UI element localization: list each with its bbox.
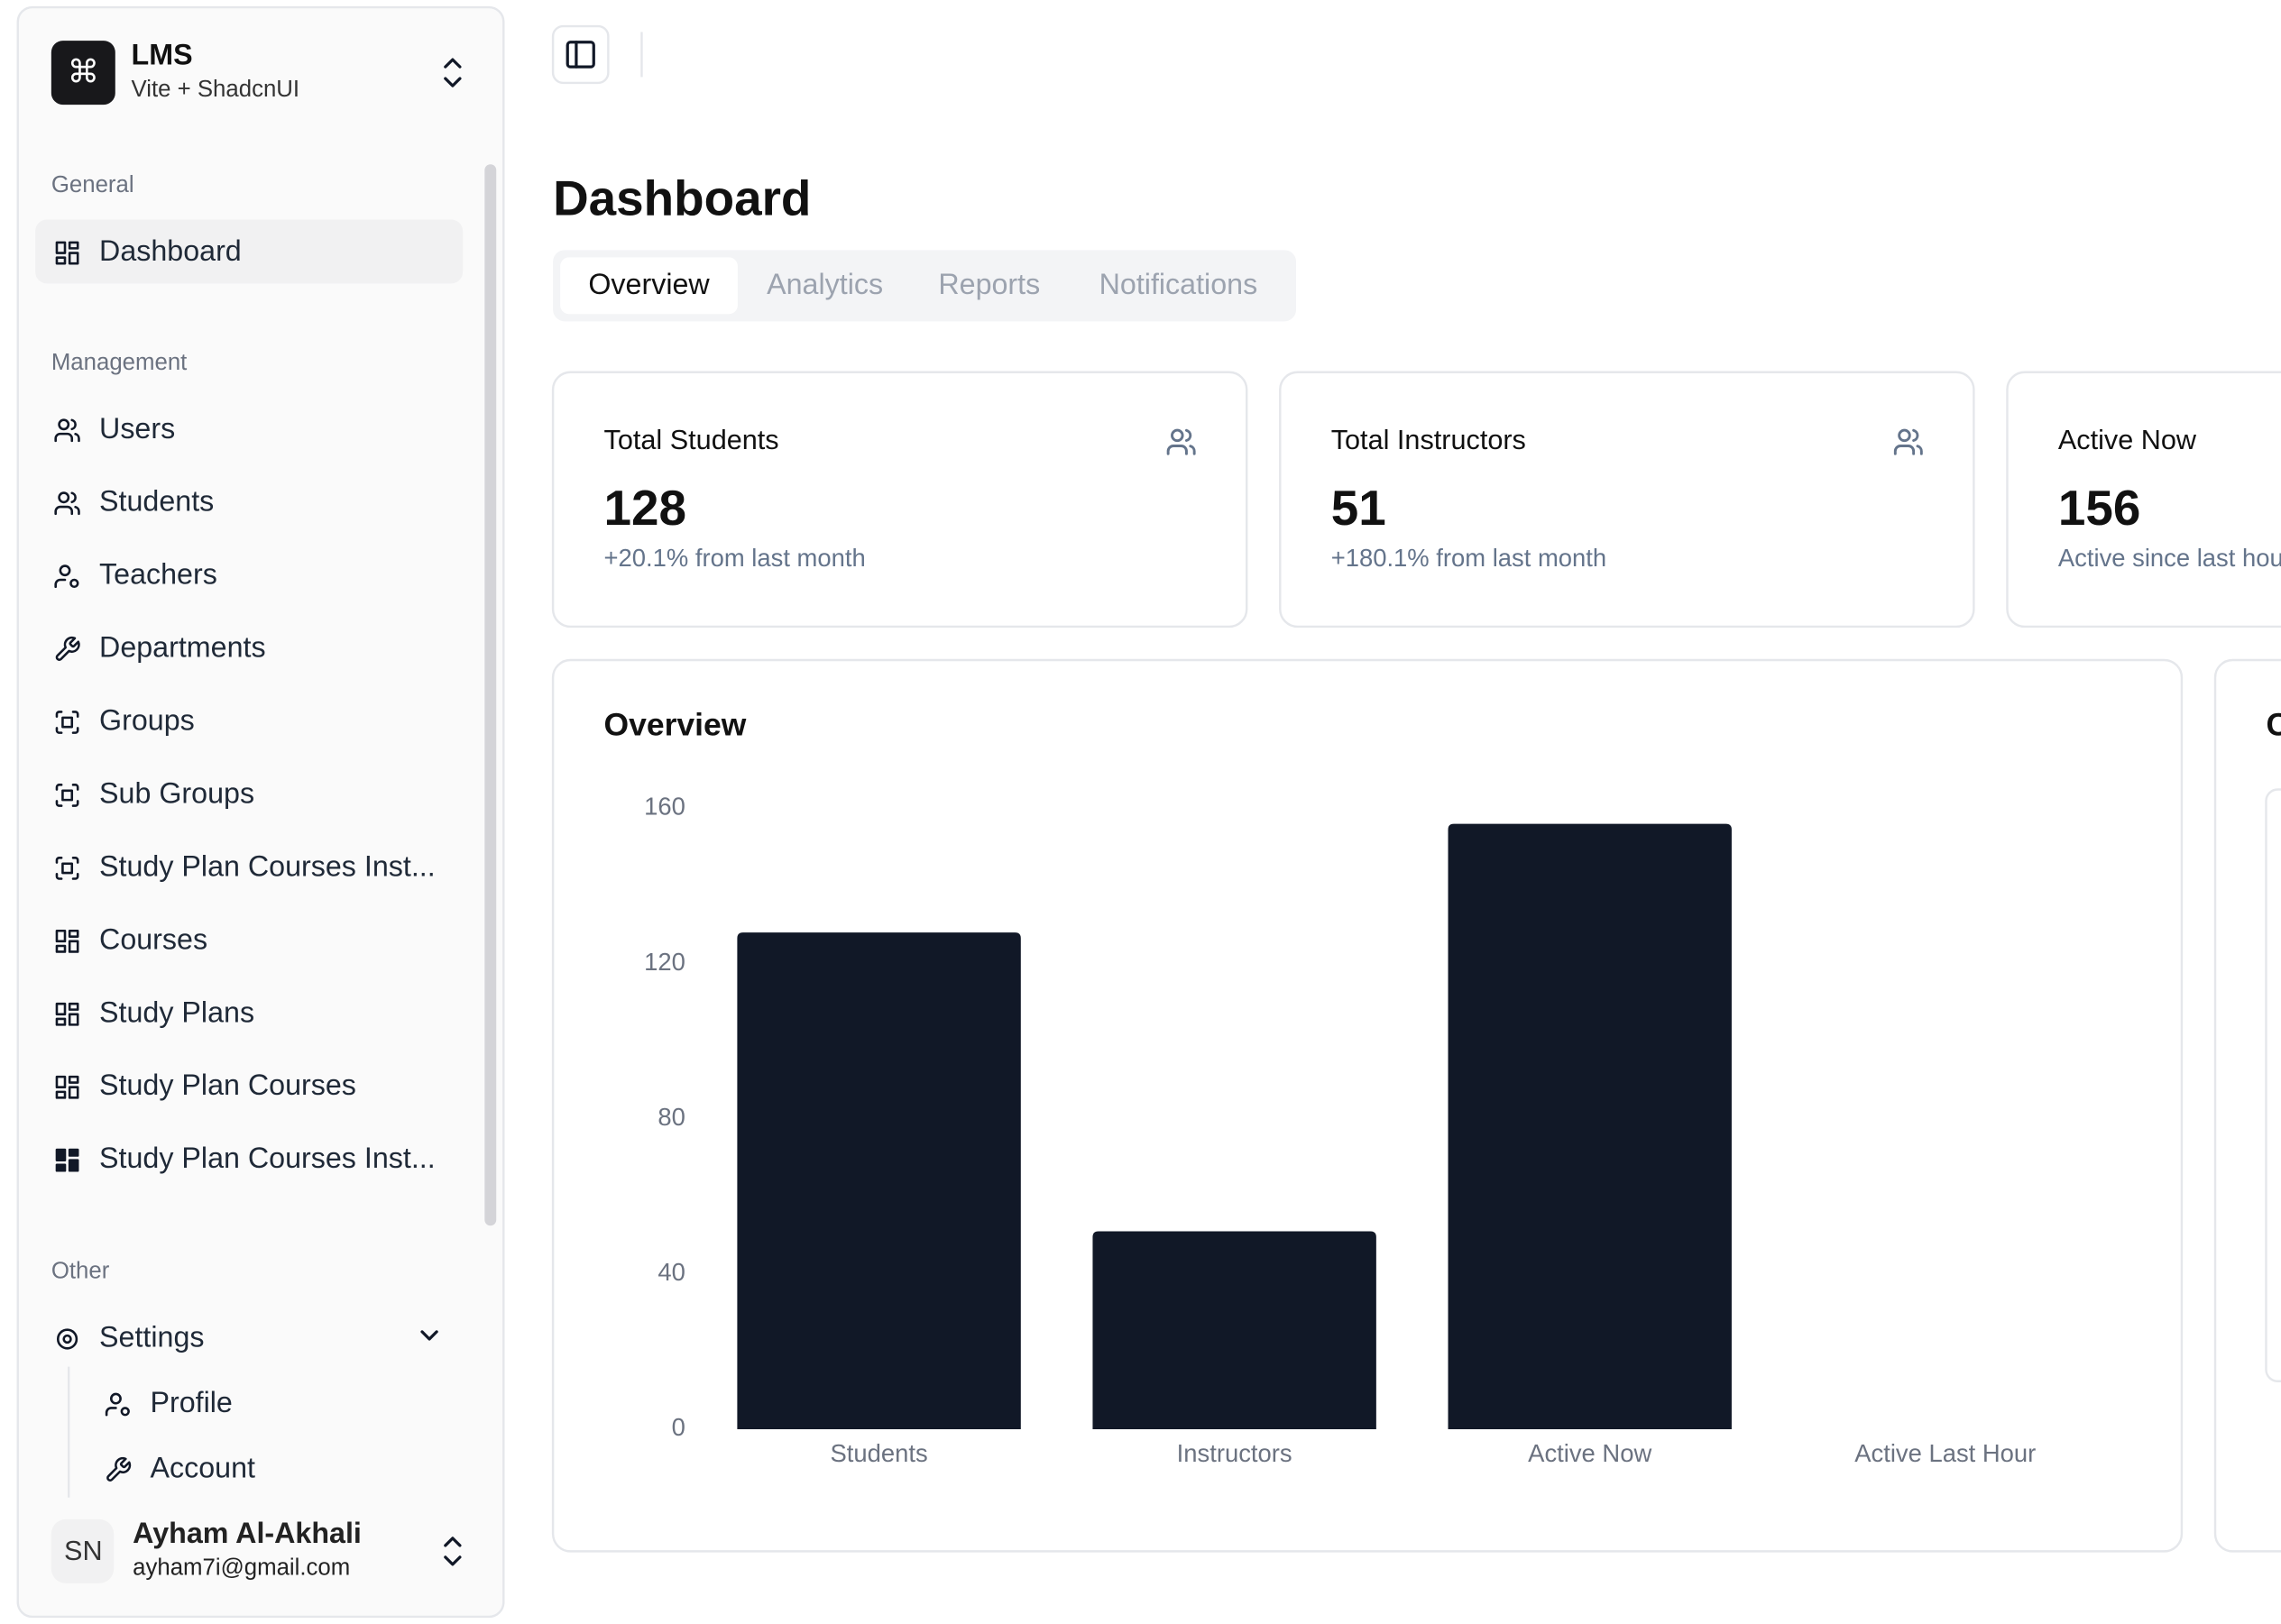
logo: ⌘	[68, 54, 99, 90]
nav-item[interactable]: Study Plans	[99, 996, 254, 1028]
nav-item[interactable]: Students	[99, 485, 214, 518]
nav-subitem[interactable]: Profile	[150, 1386, 232, 1418]
x-tick-label: Active Now	[1528, 1439, 1651, 1467]
icon	[54, 491, 80, 516]
icon	[55, 1075, 79, 1099]
stat-card	[551, 371, 1248, 628]
icon	[106, 1456, 132, 1482]
icon	[54, 564, 79, 589]
bar	[1092, 1231, 1376, 1429]
user-email: ayham7i@gmail.com	[133, 1555, 350, 1581]
icon	[55, 784, 79, 807]
chart-title: Overview	[604, 707, 747, 743]
stat-value: 51	[1331, 480, 1386, 536]
icon	[105, 1392, 130, 1417]
stat-title: Total Instructors	[1331, 425, 1526, 455]
nav-item[interactable]: Courses	[99, 922, 207, 955]
active-tab	[560, 257, 738, 315]
nav-item[interactable]: Groups	[99, 704, 195, 737]
page-title: Dashboard	[553, 170, 811, 226]
icon	[55, 856, 79, 880]
active-item-bg	[35, 219, 464, 284]
side-card	[2213, 658, 2281, 1553]
icon	[55, 241, 79, 265]
y-tick-label: 120	[644, 948, 685, 976]
y-tick-label: 0	[672, 1413, 685, 1441]
side-card-inner	[2265, 788, 2281, 1382]
tab[interactable]: Analytics	[767, 268, 883, 300]
avatar-initials: SN	[64, 1536, 103, 1566]
group-label: Other	[51, 1259, 110, 1284]
nav-item[interactable]: Dashboard	[99, 234, 242, 267]
toggle-icon	[566, 41, 595, 69]
stat-title: Active Now	[2058, 425, 2197, 455]
user-menu-icon[interactable]	[444, 1537, 462, 1566]
tabs	[553, 250, 1297, 322]
stat-value: 128	[604, 480, 686, 536]
side-card-title: C	[2266, 707, 2281, 743]
x-tick-label: Students	[831, 1439, 928, 1467]
switcher-icon[interactable]	[444, 58, 462, 87]
bar	[1448, 823, 1732, 1429]
y-tick-label: 40	[658, 1258, 685, 1286]
nav-item[interactable]: Study Plan Courses Inst...	[99, 849, 436, 882]
brand-subtitle: Vite + ShadcnUI	[132, 77, 300, 102]
icon	[1893, 428, 1923, 455]
icon	[55, 711, 79, 734]
user-name: Ayham Al-Akhali	[133, 1517, 362, 1549]
icon	[55, 636, 80, 661]
nav-item[interactable]: Departments	[99, 631, 266, 664]
icon	[55, 929, 79, 953]
logo-box	[51, 41, 115, 106]
group-label: General	[51, 172, 134, 197]
sidebar	[16, 5, 505, 1619]
tab[interactable]: Overview	[588, 268, 710, 300]
avatar[interactable]	[51, 1518, 115, 1583]
icon	[1166, 428, 1196, 455]
stat-note: +180.1% from last month	[1331, 544, 1606, 572]
x-tick-label: Active Last Hour	[1854, 1439, 2036, 1467]
y-tick-label: 160	[644, 793, 685, 821]
tab[interactable]: Notifications	[1099, 268, 1258, 300]
nav-subitem[interactable]: Account	[150, 1452, 255, 1484]
icon	[55, 1148, 79, 1172]
brand-name: LMS	[132, 38, 193, 70]
stat-note: Active since last hour	[2058, 544, 2281, 572]
bar	[737, 932, 1021, 1429]
nav-item[interactable]: Study Plan Courses	[99, 1069, 356, 1101]
nav-item[interactable]: Study Plan Courses Inst...	[99, 1142, 436, 1174]
nav-item[interactable]: Teachers	[99, 558, 217, 591]
nav-item[interactable]: Sub Groups	[99, 776, 254, 809]
scrollbar[interactable]	[484, 164, 497, 1226]
icon	[54, 418, 80, 443]
stat-card	[2006, 371, 2281, 628]
nav-item[interactable]: Settings	[99, 1320, 204, 1353]
y-tick-label: 80	[658, 1103, 685, 1131]
icon	[55, 1002, 79, 1026]
stat-value: 156	[2058, 480, 2140, 536]
sidebar-toggle[interactable]	[551, 24, 610, 85]
stat-card	[1279, 371, 1975, 628]
stat-note: +20.1% from last month	[604, 544, 866, 572]
chevron-down[interactable]	[420, 1330, 438, 1341]
group-label: Management	[51, 350, 187, 375]
nav-item[interactable]: Users	[99, 412, 175, 445]
icon	[56, 1328, 78, 1350]
tab[interactable]: Reports	[938, 268, 1040, 300]
stat-title: Total Students	[604, 425, 779, 455]
x-tick-label: Instructors	[1177, 1439, 1292, 1467]
